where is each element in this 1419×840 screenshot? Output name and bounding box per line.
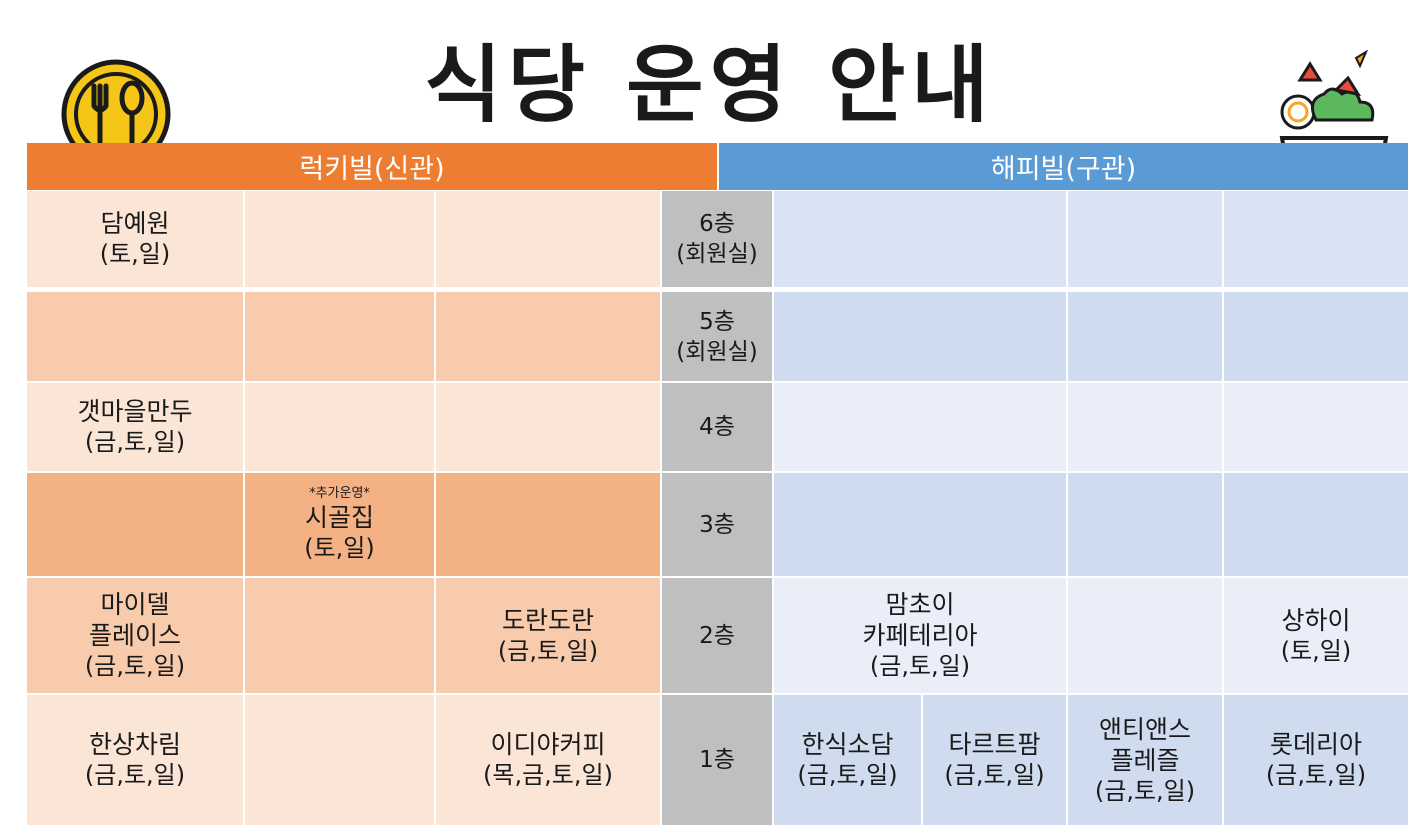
cell-6f-right-c: [1224, 191, 1408, 287]
floor-4: 4층: [662, 383, 772, 471]
restaurant-name: 도란도란: [501, 605, 594, 635]
floor-1: 1층: [662, 695, 772, 825]
cell-5f-right-c: [1224, 292, 1408, 381]
operating-days: (금,토,일): [497, 636, 599, 665]
cell-3f-left-a: [27, 473, 243, 576]
restaurant-name-line1: 앤티앤스: [1098, 714, 1191, 744]
operating-days: (금,토,일): [944, 761, 1045, 789]
operating-days: (목,금,토,일): [483, 761, 613, 789]
operating-days: (금,토,일): [84, 428, 186, 456]
operating-days: (금,토,일): [797, 761, 898, 789]
cell-6f-left-b: [245, 191, 434, 287]
operating-days: (금,토,일): [1094, 776, 1196, 805]
cell-3f-left-c: [436, 473, 660, 576]
cell-5f-right-a: [774, 292, 1066, 381]
restaurant-name: 한상차림: [88, 730, 181, 759]
cell-1f-right-b: 타르트팜 (금,토,일): [923, 695, 1066, 825]
cell-6f-right-a: [774, 191, 1066, 287]
fork-spoon-icon: [61, 59, 171, 169]
cell-1f-right-d: 롯데리아 (금,토,일): [1224, 695, 1408, 825]
building-header-left: 럭키빌(신관): [27, 143, 717, 190]
cell-1f-left-b: [245, 695, 434, 825]
floor-5: 5층 (회원실): [662, 292, 772, 381]
cell-1f-right-c: 앤티앤스 플레즐 (금,토,일): [1068, 695, 1222, 825]
building-header-right: 해피빌(구관): [719, 143, 1408, 190]
restaurant-name: 타르트팜: [948, 730, 1041, 759]
restaurant-name: 시골집: [304, 502, 374, 532]
restaurant-name: 상하이: [1281, 605, 1351, 635]
cell-1f-left-a: 한상차림 (금,토,일): [27, 695, 243, 825]
cell-3f-right-c: [1224, 473, 1408, 576]
cell-2f-left-b: [245, 578, 434, 693]
restaurant-name-line1: 마이델: [100, 590, 170, 619]
cell-4f-left-c: [436, 383, 660, 471]
cell-3f-right-a: [774, 473, 1066, 576]
restaurant-name: 롯데리아: [1269, 730, 1362, 759]
cell-2f-left-a: 마이델 플레이스 (금,토,일): [27, 578, 243, 693]
cell-5f-left-c: [436, 292, 660, 381]
floor-3: 3층: [662, 473, 772, 576]
cell-4f-left-b: [245, 383, 434, 471]
restaurant-name-line2: 플레즐: [1110, 745, 1180, 775]
extra-operation-note: *추가운영*: [309, 485, 370, 501]
floor-6: 6층 (회원실): [662, 191, 772, 287]
cell-4f-left-a: 갯마을만두 (금,토,일): [27, 383, 243, 471]
cell-6f-left-c: [436, 191, 660, 287]
restaurant-name: 이디야커피: [490, 730, 606, 759]
cell-1f-left-c: 이디야커피 (목,금,토,일): [436, 695, 660, 825]
operating-days: (금,토,일): [84, 761, 186, 789]
cell-1f-right-a: 한식소담 (금,토,일): [774, 695, 921, 825]
cell-3f-left-b: *추가운영* 시골집 (토,일): [245, 473, 434, 576]
cell-6f-right-b: [1068, 191, 1222, 287]
cell-4f-right-c: [1224, 383, 1408, 471]
cell-5f-left-b: [245, 292, 434, 381]
restaurant-name-line2: 플레이스: [88, 621, 181, 650]
operating-days: (금,토,일): [84, 652, 186, 680]
restaurant-name-line1: 맘초이: [885, 590, 955, 619]
cell-2f-right-c: 상하이 (토,일): [1224, 578, 1408, 693]
cell-2f-right-b: [1068, 578, 1222, 693]
cell-4f-right-b: [1068, 383, 1222, 471]
cell-2f-left-c: 도란도란 (금,토,일): [436, 578, 660, 693]
restaurant-name-line2: 카페테리아: [862, 621, 978, 650]
cell-5f-right-b: [1068, 292, 1222, 381]
page-title: 식당 운영 안내: [424, 36, 995, 134]
operating-days: (금,토,일): [1265, 761, 1367, 789]
restaurant-name: 한식소담: [801, 730, 894, 759]
operating-days: (토,일): [99, 240, 171, 268]
cell-6f-left-a: 담예원 (토,일): [27, 191, 243, 287]
operating-days: (토,일): [1280, 636, 1352, 665]
cell-5f-left-a: [27, 292, 243, 381]
operating-days: (토,일): [304, 533, 375, 562]
floor-2: 2층: [662, 578, 772, 693]
operating-days: (금,토,일): [869, 652, 971, 680]
cell-2f-right-a: 맘초이 카페테리아 (금,토,일): [774, 578, 1066, 693]
cell-4f-right-a: [774, 383, 1066, 471]
restaurant-name: 담예원: [100, 209, 170, 238]
cell-3f-right-b: [1068, 473, 1222, 576]
restaurant-name: 갯마을만두: [77, 397, 193, 426]
